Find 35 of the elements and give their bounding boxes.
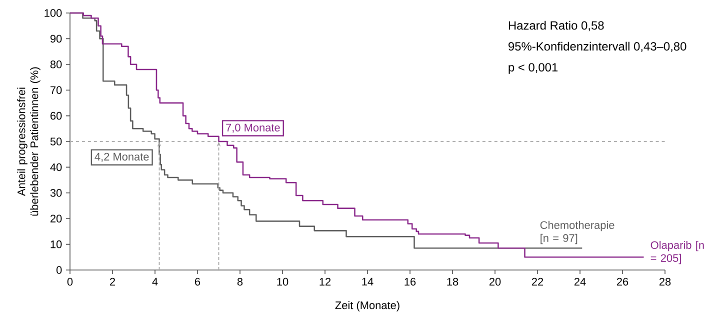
- y-tick-label: 20: [50, 214, 62, 222]
- x-tick-label: 2: [110, 278, 115, 286]
- y-tick-label: 70: [50, 86, 62, 94]
- y-tick-label: 50: [50, 138, 62, 146]
- annotation: 7,0 Monate: [226, 124, 280, 133]
- y-tick-label: 80: [50, 60, 62, 68]
- y-tick-label: 30: [50, 189, 62, 197]
- series-label: Olaparib [n = 205]: [650, 240, 704, 264]
- y-tick-label: 100: [44, 9, 62, 17]
- y-axis-title: Anteil progressionsfrei überlebender Patientinnen (%): [17, 67, 40, 216]
- y-tick-label: 0: [56, 266, 62, 274]
- x-tick-label: 6: [195, 278, 200, 286]
- y-tick-label: 60: [50, 112, 62, 120]
- y-tick-label: 90: [50, 34, 62, 43]
- annotation: 4,2 Monate: [94, 152, 149, 162]
- x-tick-label: 20: [489, 278, 501, 286]
- x-tick-label: 22: [532, 278, 544, 286]
- x-tick-label: 18: [447, 278, 458, 286]
- x-tick-label: 14: [362, 278, 374, 286]
- x-axis-title: Zeit (Monate): [335, 301, 400, 312]
- annotation: 95%-Konfidenzintervall 0,43–0,80: [508, 42, 686, 52]
- x-tick-label: 12: [320, 278, 331, 286]
- x-tick-label: 28: [659, 278, 671, 286]
- x-tick-label: 24: [574, 278, 586, 286]
- y-tick-label: 40: [50, 163, 62, 172]
- x-tick-label: 4: [152, 278, 158, 286]
- x-tick-label: 16: [404, 278, 416, 286]
- annotation: p < 0,001: [508, 63, 558, 74]
- x-tick-label: 10: [277, 278, 288, 286]
- y-tick-label: 10: [50, 240, 62, 248]
- x-tick-label: 8: [237, 278, 243, 286]
- series-label: Chemotherapie [n = 97]: [540, 220, 614, 244]
- x-tick-label: 26: [616, 278, 628, 286]
- annotation: Hazard Ratio 0,58: [508, 20, 604, 32]
- x-tick-label: 0: [67, 278, 73, 286]
